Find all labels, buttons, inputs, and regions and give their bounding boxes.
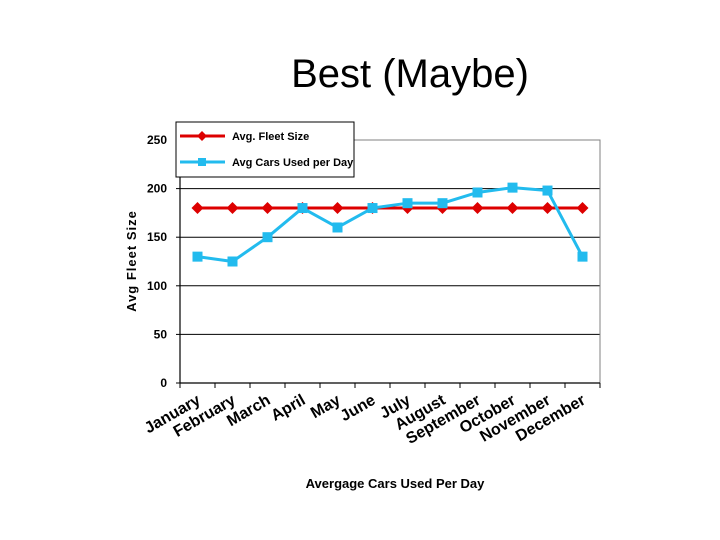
y-tick-labels: 0 50 100 150 200 250	[147, 133, 180, 390]
y-tick-label: 50	[154, 327, 168, 341]
series-layer	[191, 182, 589, 267]
data-point-0	[506, 202, 519, 215]
legend-marker-1	[198, 158, 206, 166]
data-point-1	[577, 251, 588, 262]
legend-label: Avg Cars Used per Day	[232, 157, 354, 169]
data-point-1	[402, 198, 413, 209]
x-axis-title: Avergage Cars Used Per Day	[306, 476, 485, 491]
data-point-1	[192, 251, 203, 262]
y-tick-label: 250	[147, 133, 167, 147]
data-point-0	[226, 202, 239, 215]
data-point-0	[576, 202, 589, 215]
y-tick-label: 0	[160, 376, 167, 390]
data-point-1	[472, 187, 483, 198]
data-point-1	[437, 198, 448, 209]
data-point-1	[542, 185, 553, 196]
data-point-0	[331, 202, 344, 215]
legend-label: Avg. Fleet Size	[232, 131, 309, 143]
data-point-0	[191, 202, 204, 215]
data-point-1	[332, 222, 343, 233]
data-point-0	[471, 202, 484, 215]
y-axis-title: Avg Fleet Size	[124, 210, 139, 312]
y-tick-label: 100	[147, 279, 167, 293]
y-tick-label: 200	[147, 182, 167, 196]
y-tick-label: 150	[147, 230, 167, 244]
data-point-1	[227, 256, 238, 267]
category-label: June	[338, 392, 379, 425]
data-point-1	[262, 232, 273, 243]
data-point-0	[541, 202, 554, 215]
category-label: May	[308, 392, 344, 422]
legend: Avg. Fleet Size Avg Cars Used per Day	[175, 121, 355, 178]
gridlines	[180, 188, 600, 335]
category-label: April	[268, 392, 308, 425]
slide-title: Best (Maybe)	[291, 52, 529, 96]
legend-marker-0	[197, 131, 207, 141]
series-line-1	[197, 186, 584, 263]
x-axis	[179, 140, 601, 388]
legend-box	[175, 121, 355, 178]
data-point-0	[261, 202, 274, 215]
data-point-1	[297, 203, 308, 214]
data-point-1	[367, 203, 378, 214]
data-point-1	[507, 182, 518, 193]
